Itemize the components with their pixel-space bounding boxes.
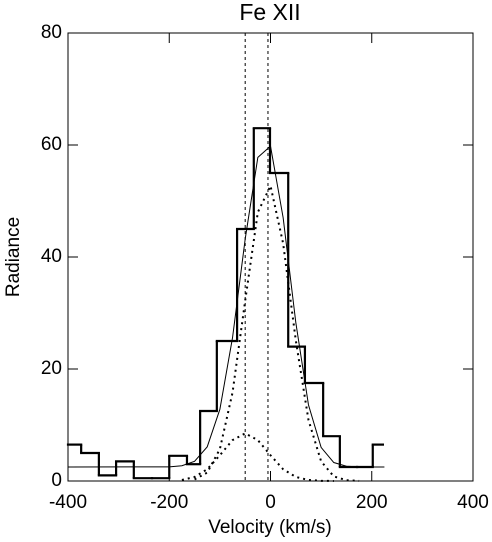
- y-tick-label: 0: [51, 470, 62, 491]
- x-axis-label: Velocity (km/s): [208, 517, 332, 538]
- x-tick-label: 200: [356, 492, 388, 513]
- chart-title: Fe XII: [239, 0, 300, 25]
- fit-curve: [67, 145, 385, 468]
- y-tick-label: 40: [41, 246, 62, 267]
- fit-curve: [181, 432, 334, 482]
- y-tick-label: 20: [41, 358, 62, 379]
- y-tick-label: 80: [41, 22, 62, 43]
- x-tick-label: -200: [150, 492, 188, 513]
- x-tick-label: 400: [457, 492, 489, 513]
- plot-frame: [67, 32, 474, 482]
- fit-curve: [194, 182, 360, 482]
- y-axis-label: Radiance: [3, 217, 24, 297]
- x-tick-label: -400: [49, 492, 87, 513]
- x-tick-label: 0: [265, 492, 276, 513]
- y-tick-label: 60: [41, 134, 62, 155]
